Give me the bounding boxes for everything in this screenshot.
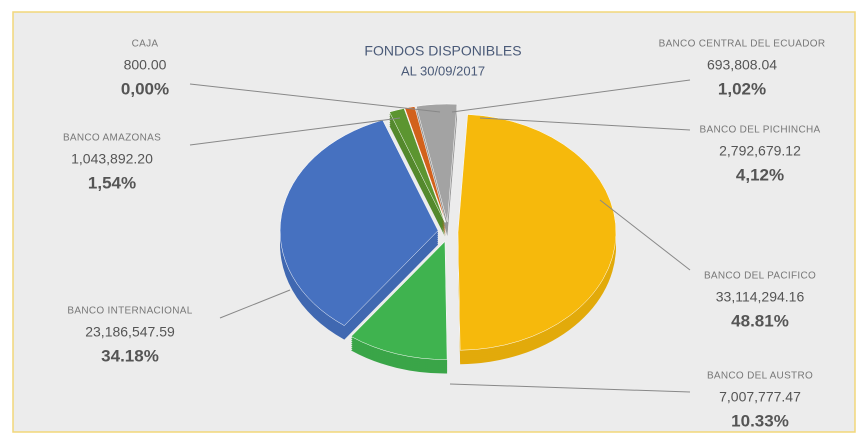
slice-percent: 10.33%: [731, 411, 789, 430]
chart-subtitle: AL 30/09/2017: [401, 63, 485, 78]
slice: [457, 114, 617, 351]
slice-amount: 23,186,547.59: [85, 324, 175, 340]
slice-amount: 800.00: [124, 57, 167, 73]
slice-percent: 48.81%: [731, 311, 789, 330]
leader-line: [189, 83, 441, 113]
slice: [279, 119, 439, 326]
slice-percent: 1,02%: [718, 79, 766, 98]
slice-percent: 4,12%: [736, 165, 784, 184]
slice: [389, 108, 446, 223]
slice-amount: 33,114,294.16: [716, 289, 805, 305]
slice-percent: 0,00%: [121, 79, 169, 98]
slice-name: BANCO DEL PICHINCHA: [700, 125, 821, 136]
slice-amount: 693,808.04: [707, 57, 777, 73]
slice-amount: 1,043,892.20: [71, 151, 153, 167]
leader-line: [189, 117, 401, 146]
slice-name: BANCO INTERNACIONAL: [67, 306, 192, 317]
leader-line: [599, 199, 691, 271]
leader-line: [451, 79, 691, 113]
chart-title: FONDOS DISPONIBLES: [364, 43, 521, 59]
slice-amount: 7,007,777.47: [719, 389, 801, 405]
slice-percent: 1,54%: [88, 173, 136, 192]
slice-amount: 2,792,679.12: [719, 143, 801, 159]
slice-name: BANCO DEL AUSTRO: [707, 371, 813, 382]
slice-name: BANCO AMAZONAS: [63, 133, 161, 144]
leader-line: [479, 117, 691, 131]
leader-line: [449, 383, 691, 393]
slice-name: CAJA: [132, 39, 159, 50]
slice-name: BANCO DEL PACIFICO: [704, 271, 816, 282]
slice-name: BANCO CENTRAL DEL ECUADOR: [659, 39, 826, 50]
slice: [350, 240, 448, 360]
slice-percent: 34.18%: [101, 346, 159, 365]
leader-line: [219, 289, 291, 319]
slice: [415, 103, 458, 223]
